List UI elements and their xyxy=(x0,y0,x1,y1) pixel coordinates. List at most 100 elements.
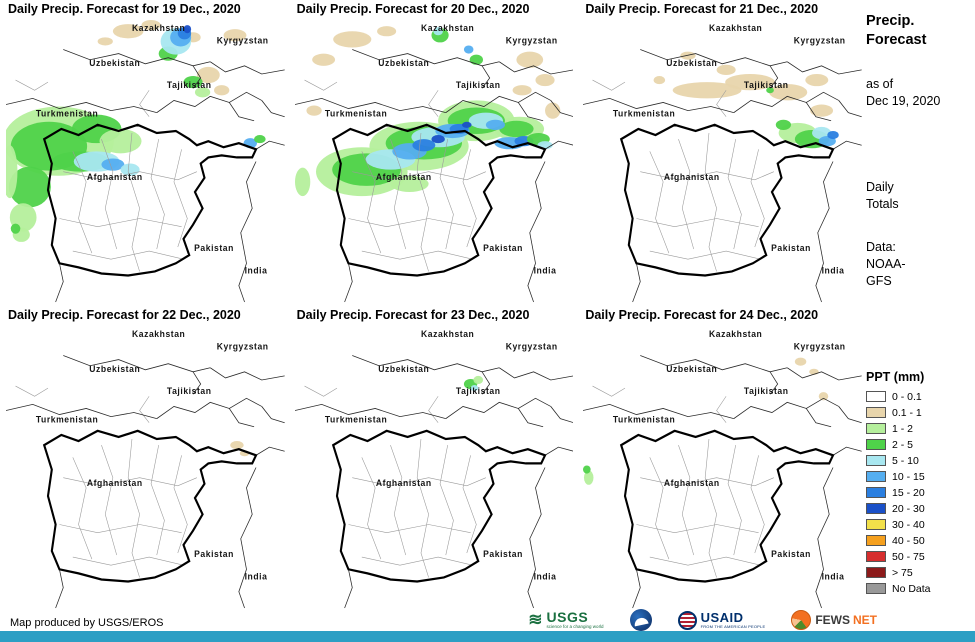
province-layer xyxy=(592,79,775,272)
svg-text:Kyrgyzstan: Kyrgyzstan xyxy=(794,341,846,351)
legend-label: 0.1 - 1 xyxy=(892,406,922,419)
legend-swatch xyxy=(866,535,886,547)
map-credit: Map produced by USGS/EROS xyxy=(10,617,164,629)
svg-text:Afghanistan: Afghanistan xyxy=(376,478,432,488)
border-layer xyxy=(294,355,574,609)
svg-text:Afghanistan: Afghanistan xyxy=(664,478,720,488)
legend-title: PPT (mm) xyxy=(866,369,925,384)
panel-title: Daily Precip. Forecast for 24 Dec., 2020 xyxy=(585,308,819,322)
country-labels: Kazakhstan Kyrgyzstan Uzbekistan Tajikistan… xyxy=(36,329,269,582)
legend-row: 50 - 75 xyxy=(866,549,972,565)
legend-row: 30 - 40 xyxy=(866,517,972,533)
svg-text:Pakistan: Pakistan xyxy=(771,549,811,559)
legend-label: 30 - 40 xyxy=(892,518,925,531)
legend-row: No Data xyxy=(866,581,972,597)
svg-text:Uzbekistan: Uzbekistan xyxy=(89,364,140,374)
svg-text:Turkmenistan: Turkmenistan xyxy=(325,108,387,118)
fews-net-logo: FEWS NET xyxy=(791,610,877,630)
svg-text:Kyrgyzstan: Kyrgyzstan xyxy=(794,35,846,45)
usgs-tagline: science for a changing world xyxy=(546,624,604,630)
noaa-logo xyxy=(629,609,652,631)
svg-text:Kazakhstan: Kazakhstan xyxy=(709,329,762,339)
afghanistan-outline xyxy=(331,429,547,583)
legend-label: 2 - 5 xyxy=(892,438,914,451)
precip-layer xyxy=(6,20,266,242)
legend-label: > 75 xyxy=(892,566,913,579)
svg-text:Kazakhstan: Kazakhstan xyxy=(421,23,474,33)
as-of-date: as of Dec 19, 2020 xyxy=(866,76,941,108)
svg-text:Pakistan: Pakistan xyxy=(194,243,234,253)
svg-text:Afghanistan: Afghanistan xyxy=(376,172,432,182)
svg-text:Uzbekistan: Uzbekistan xyxy=(667,364,718,374)
panel-title: Daily Precip. Forecast for 22 Dec., 2020 xyxy=(8,308,241,322)
svg-text:Tajikistan: Tajikistan xyxy=(167,80,212,90)
svg-text:Tajikistan: Tajikistan xyxy=(744,386,789,396)
legend-row: 20 - 30 xyxy=(866,501,972,517)
province-layer xyxy=(15,79,197,272)
svg-text:Tajikistan: Tajikistan xyxy=(167,386,212,396)
svg-text:Uzbekistan: Uzbekistan xyxy=(378,58,429,68)
legend-swatch xyxy=(866,391,886,403)
afghanistan-outline xyxy=(42,123,258,277)
svg-text:Pakistan: Pakistan xyxy=(194,549,234,559)
svg-text:Kyrgyzstan: Kyrgyzstan xyxy=(505,341,557,351)
info-sidebar: Precip. Forecast as of Dec 19, 2020 Dail… xyxy=(866,12,972,597)
panel-title: Daily Precip. Forecast for 21 Dec., 2020 xyxy=(585,2,819,16)
country-labels: Kazakhstan Kyrgyzstan Uzbekistan Tajikistan… xyxy=(613,23,846,276)
afghanistan-outline xyxy=(331,123,547,277)
legend-label: 20 - 30 xyxy=(892,502,925,515)
afghanistan-outline xyxy=(620,429,835,583)
usgs-logo: ≋ USGS science for a changing world xyxy=(528,610,603,629)
province-layer xyxy=(592,385,775,578)
panel-title: Daily Precip. Forecast for 23 Dec., 2020 xyxy=(296,308,530,322)
panel-title: Daily Precip. Forecast for 19 Dec., 2020 xyxy=(8,2,241,16)
svg-text:Kyrgyzstan: Kyrgyzstan xyxy=(505,35,557,45)
legend-row: 2 - 5 xyxy=(866,437,972,453)
legend-swatch xyxy=(866,583,886,595)
legend-swatch xyxy=(866,519,886,531)
fews-net-name-secondary: NET xyxy=(853,613,877,627)
border-layer xyxy=(583,355,862,609)
svg-text:India: India xyxy=(245,571,268,581)
legend-label: 15 - 20 xyxy=(892,486,925,499)
legend-label: No Data xyxy=(892,582,931,595)
usgs-wave-icon: ≋ xyxy=(528,610,543,630)
fews-net-globe-icon xyxy=(791,610,812,630)
legend-label: 0 - 0.1 xyxy=(892,390,922,403)
province-layer xyxy=(304,385,486,578)
svg-text:Kazakhstan: Kazakhstan xyxy=(132,23,185,33)
precip-layer xyxy=(653,51,840,149)
svg-text:Kazakhstan: Kazakhstan xyxy=(132,329,185,339)
forecast-map-panel: Daily Precip. Forecast for 24 Dec., 2020 xyxy=(583,308,862,610)
country-labels: Kazakhstan Kyrgyzstan Uzbekistan Tajikistan… xyxy=(325,329,557,582)
legend-label: 5 - 10 xyxy=(892,454,919,467)
legend-swatch xyxy=(866,551,886,563)
legend-row: > 75 xyxy=(866,565,972,581)
afghanistan-outline xyxy=(42,429,258,583)
svg-text:Tajikistan: Tajikistan xyxy=(744,80,789,90)
svg-text:Kyrgyzstan: Kyrgyzstan xyxy=(217,341,269,351)
svg-text:India: India xyxy=(822,265,845,275)
border-layer xyxy=(294,49,574,303)
legend-swatch xyxy=(866,487,886,499)
svg-text:Pakistan: Pakistan xyxy=(483,243,523,253)
svg-text:India: India xyxy=(533,265,556,275)
legend-row: 1 - 2 xyxy=(866,421,972,437)
footer: Map produced by USGS/EROS ≋ USGS science… xyxy=(0,606,975,634)
province-layer xyxy=(304,79,486,272)
legend-swatch xyxy=(866,503,886,515)
usgs-text-stack: USGS science for a changing world xyxy=(547,610,604,629)
svg-text:India: India xyxy=(245,265,268,275)
map-canvas: Kazakhstan Kyrgyzstan Uzbekistan Tajikistan… xyxy=(583,329,862,609)
svg-text:Uzbekistan: Uzbekistan xyxy=(378,364,429,374)
svg-text:Tajikistan: Tajikistan xyxy=(456,80,501,90)
svg-text:Uzbekistan: Uzbekistan xyxy=(89,58,140,68)
legend-label: 50 - 75 xyxy=(892,550,925,563)
svg-text:Afghanistan: Afghanistan xyxy=(87,478,143,488)
legend-row: 15 - 20 xyxy=(866,485,972,501)
legend-row: 0 - 0.1 xyxy=(866,389,972,405)
legend-row: 10 - 15 xyxy=(866,469,972,485)
legend-row: 40 - 50 xyxy=(866,533,972,549)
border-layer xyxy=(6,49,285,303)
